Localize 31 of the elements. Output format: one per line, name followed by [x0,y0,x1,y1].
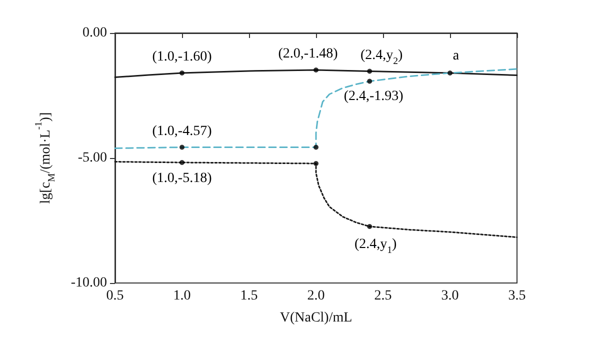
annotation: (1.0,-1.60) [152,50,212,64]
y-tick-label: -10.00 [70,276,107,290]
x-axis-title: V(NaCl)/mL [280,310,352,326]
x-tick-label: 2.0 [307,288,325,304]
point [180,70,184,76]
line-series [114,68,518,149]
point [314,161,318,166]
x-tick-label: 3.0 [441,288,459,304]
x-tick-label: 0.5 [106,288,124,304]
point [367,224,372,229]
y-tick-label: -5.00 [78,150,107,166]
point [448,70,452,76]
line-series [114,69,518,78]
point [180,160,184,165]
x-tick-label: 1.5 [240,288,258,304]
annotation: (1.0,-5.18) [152,171,212,186]
annotation: (2.0,-1.48) [278,46,338,62]
y-axis-title: lg[cM/(mol·L-1)] [34,112,58,204]
x-tick-label: 3.5 [508,288,526,304]
x-tick-label: 2.5 [374,288,392,304]
line-series [114,161,518,238]
y-tick-label: 0.00 [82,26,107,40]
annotation: a [452,48,460,64]
point [314,68,318,72]
annotation: (1.0,-4.57) [152,124,212,139]
point [180,144,184,150]
x-tick-label: 1.0 [173,288,191,304]
point [367,68,372,74]
point [367,78,372,84]
annotation: (2.4,-1.93) [344,88,404,104]
point [314,144,318,150]
